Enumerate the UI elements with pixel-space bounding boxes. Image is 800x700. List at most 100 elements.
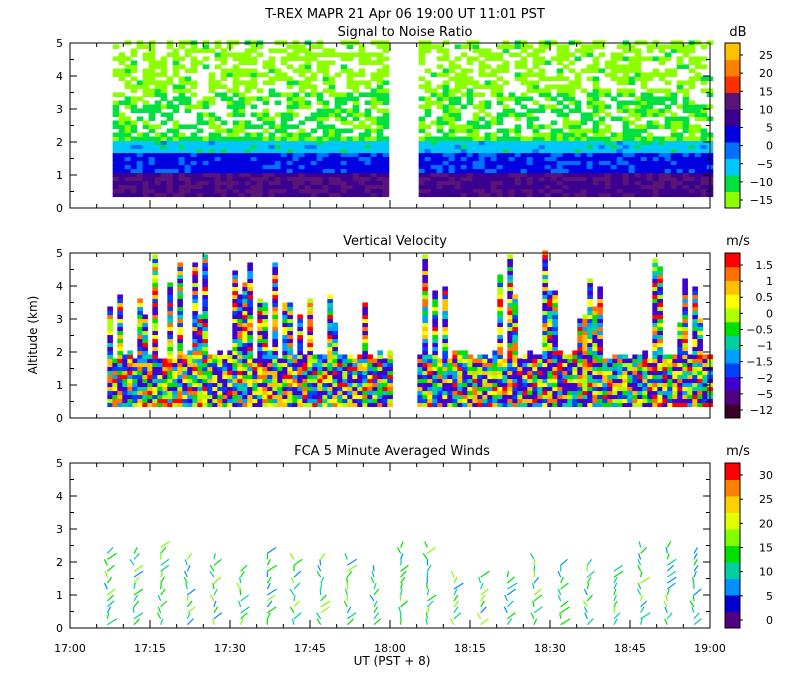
vel-cell xyxy=(332,358,338,364)
snr-cell xyxy=(550,160,558,166)
snr-cell xyxy=(472,116,480,122)
snr-cell xyxy=(160,64,168,70)
snr-cell xyxy=(622,92,630,98)
vel-cell xyxy=(597,358,603,364)
snr-cell xyxy=(268,168,276,174)
vel-cell xyxy=(632,354,638,360)
snr-cell xyxy=(568,80,576,86)
snr-cell xyxy=(586,100,594,106)
vel-cell xyxy=(427,374,433,380)
snr-cell xyxy=(136,152,144,158)
snr-cell xyxy=(478,184,486,190)
snr-cell xyxy=(544,192,552,198)
vel-cell xyxy=(142,394,148,400)
snr-cell xyxy=(532,164,540,170)
snr-cell xyxy=(676,184,684,190)
snr-cell xyxy=(460,164,468,170)
snr-cell xyxy=(190,180,198,186)
vel-cell xyxy=(587,382,593,388)
snr-cell xyxy=(334,104,342,110)
snr-cell xyxy=(502,184,510,190)
snr-cell xyxy=(664,108,672,114)
snr-cell xyxy=(334,132,342,138)
snr-cell xyxy=(676,148,684,154)
snr-cell xyxy=(568,164,576,170)
snr-cell xyxy=(682,164,690,170)
snr-cell xyxy=(148,92,156,98)
snr-cell xyxy=(154,92,162,98)
snr-cell xyxy=(352,136,360,142)
snr-cell xyxy=(322,108,330,114)
snr-cell xyxy=(316,108,324,114)
snr-cell xyxy=(640,148,648,154)
vel-cell xyxy=(552,402,558,408)
vel-cell xyxy=(582,370,588,376)
vel-cell xyxy=(137,386,143,392)
vel-cell xyxy=(582,378,588,384)
vel-cell xyxy=(202,278,208,284)
vel-cell xyxy=(652,394,658,400)
vel-cell xyxy=(242,294,248,300)
snr-cell xyxy=(664,168,672,174)
vel-cell xyxy=(592,310,598,316)
y-tick-label: 2 xyxy=(56,136,63,149)
snr-cell xyxy=(688,172,696,178)
vel-cell xyxy=(542,294,548,300)
colorbar-label: 25 xyxy=(759,49,773,62)
snr-cell xyxy=(256,88,264,94)
vel-cell xyxy=(522,378,528,384)
snr-cell xyxy=(328,172,336,178)
snr-cell xyxy=(148,192,156,198)
snr-cell xyxy=(508,108,516,114)
vel-cell xyxy=(462,390,468,396)
vel-cell xyxy=(122,398,128,404)
vel-cell xyxy=(587,386,593,392)
snr-cell xyxy=(616,80,624,86)
vel-cell xyxy=(672,394,678,400)
snr-cell xyxy=(430,100,438,106)
snr-cell xyxy=(694,176,702,182)
snr-cell xyxy=(232,80,240,86)
snr-cell xyxy=(694,60,702,66)
vel-cell xyxy=(137,398,143,404)
vel-cell xyxy=(247,394,253,400)
snr-cell xyxy=(376,44,384,50)
snr-cell xyxy=(346,80,354,86)
vel-cell xyxy=(377,382,383,388)
vel-cell xyxy=(322,358,328,364)
snr-cell xyxy=(172,160,180,166)
snr-cell xyxy=(220,144,228,150)
snr-cell xyxy=(346,156,354,162)
snr-cell xyxy=(682,52,690,58)
snr-cell xyxy=(232,56,240,62)
snr-cell xyxy=(118,172,126,178)
snr-cell xyxy=(346,96,354,102)
vel-cell xyxy=(672,402,678,408)
vel-cell xyxy=(507,282,513,288)
snr-cell xyxy=(592,120,600,126)
vel-cell xyxy=(612,366,618,372)
vel-cell xyxy=(382,398,388,404)
vel-cell xyxy=(542,322,548,328)
snr-cell xyxy=(544,172,552,178)
vel-cell xyxy=(142,374,148,380)
vel-cell xyxy=(292,378,298,384)
snr-cell xyxy=(262,112,270,118)
vel-cell xyxy=(142,338,148,344)
vel-cell xyxy=(152,306,158,312)
vel-cell xyxy=(152,270,158,276)
snr-cell xyxy=(274,48,282,54)
snr-cell xyxy=(202,184,210,190)
snr-cell xyxy=(448,60,456,66)
vel-cell xyxy=(602,374,608,380)
snr-cell xyxy=(448,152,456,158)
vel-cell xyxy=(127,402,133,408)
snr-cell xyxy=(670,124,678,130)
snr-cell xyxy=(250,144,258,150)
snr-cell xyxy=(508,52,516,58)
vel-cell xyxy=(207,390,213,396)
snr-cell xyxy=(646,136,654,142)
vel-cell xyxy=(207,386,213,392)
snr-cell xyxy=(142,76,150,82)
snr-cell xyxy=(628,156,636,162)
